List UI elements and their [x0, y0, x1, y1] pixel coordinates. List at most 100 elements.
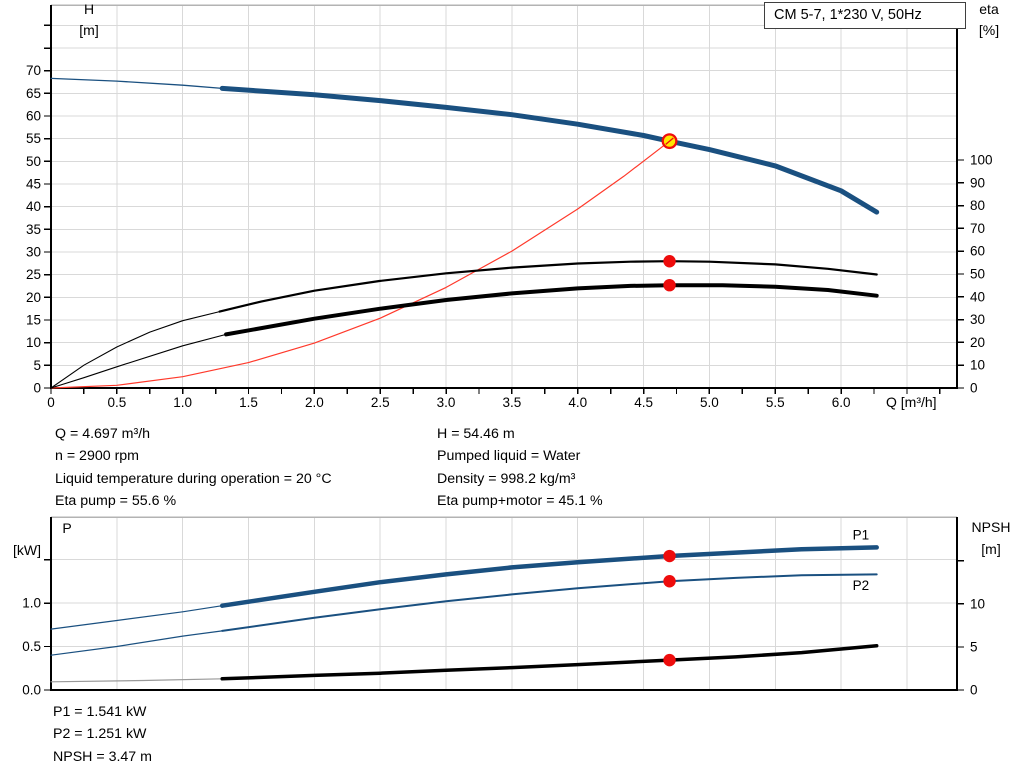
q-axis-label: Q [m³/h]: [886, 394, 937, 410]
info-line-h: H = 54.46 m: [437, 426, 515, 442]
svg-text:35: 35: [26, 222, 41, 237]
svg-text:5: 5: [33, 358, 41, 373]
svg-text:1.5: 1.5: [239, 395, 258, 410]
npsh-curve: [220, 643, 879, 681]
operating-point: [661, 133, 678, 150]
p1-dot: [663, 549, 676, 563]
bottom-tick-labels: 0.0 0.5 1.0 0 5 10: [22, 596, 985, 698]
info-line-liquid: Pumped liquid = Water: [437, 448, 581, 465]
svg-text:5.0: 5.0: [700, 395, 719, 410]
info-bottom: P1 = 1.541 kW P2 = 1.251 kW NPSH = 3.47 …: [53, 701, 152, 768]
svg-text:10: 10: [26, 335, 41, 350]
top-chart: 0 0.5 1.0 1.5 2.0 2.5 3.0 3.5 4.0 4.5 5.0 5.5 6.0 0 5 1…: [26, 4, 993, 410]
svg-text:20: 20: [26, 290, 41, 305]
svg-text:2.0: 2.0: [305, 395, 324, 410]
system-curve: [50, 140, 671, 389]
p1-curve-label: P1: [853, 527, 870, 542]
h-axis-label: H: [83, 1, 95, 17]
svg-text:0: 0: [970, 683, 978, 698]
bottom-ticks: [44, 558, 964, 691]
svg-text:0: 0: [47, 395, 55, 410]
info-top-right: H = 54.46 m Pumped liquid = Water Densit…: [437, 423, 603, 513]
eta-pump-motor-thin: [50, 333, 227, 389]
info-top-left: Q = 4.697 m³/h n = 2900 rpm Liquid tempe…: [55, 423, 332, 513]
pump-title: CM 5-7, 1*230 V, 50Hz: [774, 7, 922, 23]
info-line-eta-tot: Eta pump+motor = 45.1 %: [437, 493, 603, 510]
svg-text:65: 65: [26, 86, 41, 101]
svg-text:60: 60: [26, 109, 41, 124]
npsh-curve-thin: [50, 678, 223, 683]
svg-text:5.5: 5.5: [766, 395, 785, 410]
svg-text:0: 0: [970, 381, 978, 396]
svg-text:55: 55: [26, 131, 41, 146]
info-line-eta: Eta pump = 55.6 %: [55, 493, 177, 510]
svg-text:2.5: 2.5: [371, 395, 390, 410]
svg-text:40: 40: [26, 199, 41, 214]
svg-text:90: 90: [970, 175, 985, 190]
svg-text:0: 0: [33, 381, 41, 396]
svg-text:0.5: 0.5: [22, 639, 41, 654]
info-line-temp: Liquid temperature during operation = 20…: [55, 470, 332, 487]
svg-text:45: 45: [26, 177, 41, 192]
top-tick-labels: 0 0.5 1.0 1.5 2.0 2.5 3.0 3.5 4.0 4.5 5.0 5.5 6.0 0 5 1…: [26, 63, 993, 410]
pump-title-box: CM 5-7, 1*230 V, 50Hz: [764, 2, 966, 29]
npsh-unit-label: [m]: [981, 541, 1001, 557]
p2-curve: [221, 573, 878, 632]
svg-text:10: 10: [970, 596, 985, 611]
p-unit-label: [kW]: [13, 542, 41, 558]
svg-text:20: 20: [970, 335, 985, 350]
info-line-density: Density = 998.2 kg/m³: [437, 470, 576, 487]
bottom-gridlines: [51, 516, 957, 690]
p1-curve-thin: [50, 605, 223, 630]
h-unit-label: [m]: [79, 22, 99, 38]
svg-text:4.0: 4.0: [568, 395, 587, 410]
svg-text:70: 70: [26, 63, 41, 78]
info-line-n: n = 2900 rpm: [55, 448, 139, 465]
svg-text:30: 30: [26, 245, 41, 260]
npsh-dot: [663, 653, 676, 667]
svg-text:4.5: 4.5: [634, 395, 653, 410]
svg-text:0.5: 0.5: [107, 395, 126, 410]
svg-text:40: 40: [970, 289, 985, 304]
svg-text:3.0: 3.0: [437, 395, 456, 410]
svg-text:70: 70: [970, 221, 985, 236]
info-line-q: Q = 4.697 m³/h: [55, 426, 151, 442]
info-line-p2: P2 = 1.251 kW: [53, 726, 147, 743]
top-gridlines: [51, 4, 957, 388]
top-ticks: [44, 24, 964, 394]
svg-text:5: 5: [970, 639, 978, 654]
pump-curve: [219, 85, 880, 215]
p2-curve-label: P2: [853, 578, 870, 593]
p2-dot: [663, 575, 676, 588]
npsh-axis-label: NPSH: [971, 519, 1011, 535]
svg-text:80: 80: [970, 198, 985, 213]
svg-text:3.5: 3.5: [503, 395, 522, 410]
svg-text:15: 15: [26, 313, 41, 328]
svg-text:50: 50: [26, 154, 41, 169]
svg-text:30: 30: [970, 312, 985, 327]
svg-text:60: 60: [970, 244, 985, 259]
svg-text:1.0: 1.0: [22, 596, 41, 611]
svg-text:100: 100: [970, 153, 993, 168]
eta-pump-motor-dot: [663, 278, 676, 292]
eta-pump-motor: [224, 283, 879, 337]
eta-axis-label: eta: [979, 1, 999, 17]
info-line-npsh: NPSH = 3.47 m: [53, 748, 152, 765]
p2-curve-thin: [50, 630, 223, 656]
bottom-chart: 0.0 0.5 1.0 0 5 10 P1 P2: [22, 516, 985, 698]
svg-text:0.0: 0.0: [22, 683, 41, 698]
eta-pump-dot: [663, 255, 676, 268]
p-axis-label: P: [62, 520, 72, 536]
top-axes: [50, 5, 958, 389]
svg-text:6.0: 6.0: [832, 395, 851, 410]
svg-text:10: 10: [970, 358, 985, 373]
svg-text:50: 50: [970, 267, 985, 282]
eta-pump: [218, 260, 878, 313]
pump-curve-thin: [50, 77, 223, 90]
p1-curve: [219, 545, 879, 608]
eta-unit-label: [%]: [978, 22, 1000, 38]
svg-text:25: 25: [26, 267, 41, 282]
info-line-p1: P1 = 1.541 kW: [53, 704, 147, 720]
svg-text:1.0: 1.0: [173, 395, 192, 410]
